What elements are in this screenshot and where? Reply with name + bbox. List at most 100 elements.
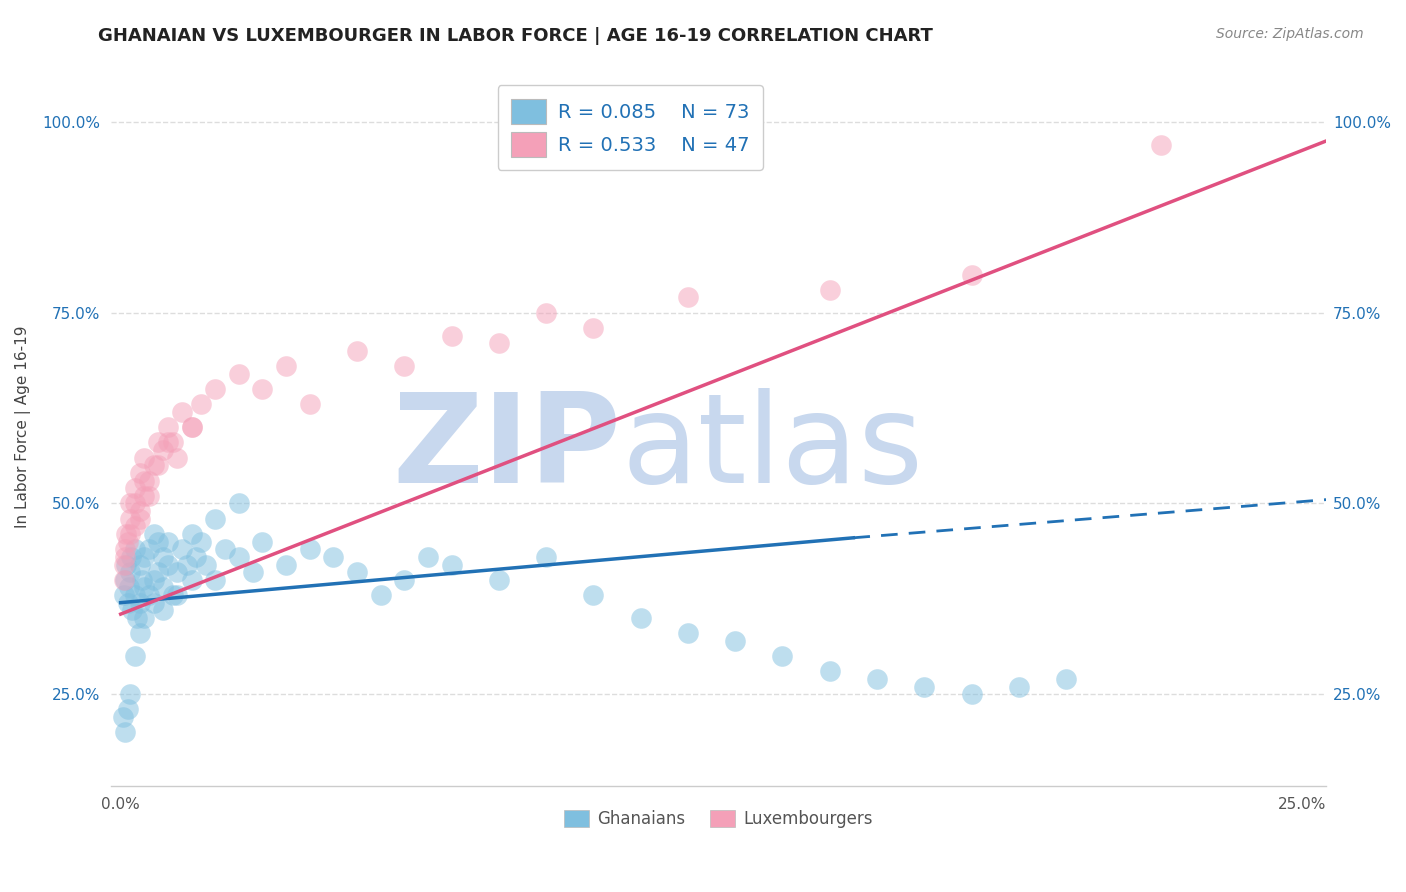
Text: atlas: atlas — [621, 388, 924, 509]
Text: GHANAIAN VS LUXEMBOURGER IN LABOR FORCE | AGE 16-19 CORRELATION CHART: GHANAIAN VS LUXEMBOURGER IN LABOR FORCE … — [98, 27, 934, 45]
Point — [630, 611, 652, 625]
Point — [818, 665, 841, 679]
Point — [394, 573, 416, 587]
Point — [114, 549, 136, 564]
Point — [124, 588, 146, 602]
Point — [142, 527, 165, 541]
Point — [148, 534, 170, 549]
Point — [152, 549, 174, 564]
Point — [124, 496, 146, 510]
Point — [534, 549, 557, 564]
Point — [124, 481, 146, 495]
Point — [138, 588, 160, 602]
Point — [128, 512, 150, 526]
Point — [534, 306, 557, 320]
Point — [121, 603, 143, 617]
Point — [180, 420, 202, 434]
Point — [120, 687, 142, 701]
Point — [152, 581, 174, 595]
Point — [912, 680, 935, 694]
Point — [440, 558, 463, 572]
Point — [128, 596, 150, 610]
Point — [242, 565, 264, 579]
Point — [162, 435, 184, 450]
Point — [166, 588, 188, 602]
Point — [190, 534, 212, 549]
Point — [322, 549, 344, 564]
Point — [440, 328, 463, 343]
Point — [138, 489, 160, 503]
Point — [156, 534, 179, 549]
Point — [134, 581, 156, 595]
Point — [128, 626, 150, 640]
Point — [120, 549, 142, 564]
Point — [120, 527, 142, 541]
Point — [394, 359, 416, 373]
Point — [124, 519, 146, 533]
Point — [346, 343, 368, 358]
Point — [166, 450, 188, 465]
Point — [1054, 672, 1077, 686]
Point — [960, 268, 983, 282]
Point — [138, 474, 160, 488]
Point — [120, 565, 142, 579]
Point — [180, 420, 202, 434]
Point — [134, 450, 156, 465]
Point — [124, 649, 146, 664]
Point — [190, 397, 212, 411]
Point — [152, 603, 174, 617]
Point — [228, 549, 250, 564]
Point — [1008, 680, 1031, 694]
Point — [274, 558, 297, 572]
Point — [114, 588, 136, 602]
Point — [204, 512, 226, 526]
Point — [172, 542, 194, 557]
Point — [131, 573, 153, 587]
Point — [124, 542, 146, 557]
Point — [960, 687, 983, 701]
Point — [180, 573, 202, 587]
Y-axis label: In Labor Force | Age 16-19: In Labor Force | Age 16-19 — [15, 326, 31, 528]
Point — [194, 558, 217, 572]
Point — [676, 626, 699, 640]
Point — [128, 558, 150, 572]
Point — [117, 702, 139, 716]
Point — [204, 573, 226, 587]
Point — [186, 549, 208, 564]
Text: Source: ZipAtlas.com: Source: ZipAtlas.com — [1216, 27, 1364, 41]
Point — [166, 565, 188, 579]
Point — [252, 382, 274, 396]
Point — [370, 588, 392, 602]
Point — [115, 527, 138, 541]
Point — [162, 588, 184, 602]
Point — [114, 542, 136, 557]
Point — [142, 458, 165, 473]
Point — [114, 573, 136, 587]
Point — [114, 725, 136, 739]
Point — [134, 611, 156, 625]
Point — [156, 435, 179, 450]
Point — [156, 558, 179, 572]
Point — [772, 649, 794, 664]
Point — [120, 496, 142, 510]
Point — [416, 549, 439, 564]
Point — [298, 397, 321, 411]
Point — [148, 435, 170, 450]
Point — [488, 336, 510, 351]
Point — [152, 443, 174, 458]
Point — [138, 542, 160, 557]
Point — [176, 558, 198, 572]
Point — [156, 420, 179, 434]
Point — [818, 283, 841, 297]
Point — [214, 542, 236, 557]
Point — [1149, 137, 1171, 152]
Point — [134, 549, 156, 564]
Point — [582, 321, 605, 335]
Point — [180, 527, 202, 541]
Point — [488, 573, 510, 587]
Point — [204, 382, 226, 396]
Point — [128, 466, 150, 480]
Point — [346, 565, 368, 579]
Point — [724, 633, 747, 648]
Point — [117, 596, 139, 610]
